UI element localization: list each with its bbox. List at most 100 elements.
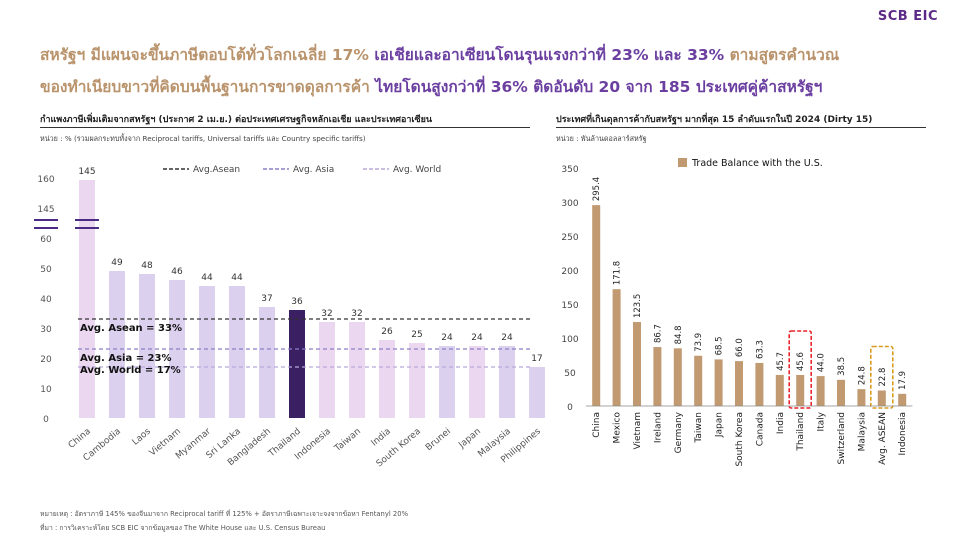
x-tick-label: Avg. ASEAN	[878, 412, 888, 465]
bars-group	[75, 180, 545, 418]
bar-avg-asean	[877, 390, 886, 406]
bar-ireland	[653, 347, 662, 406]
data-label: 86.7	[653, 324, 663, 343]
x-tick-label: Laos	[131, 426, 154, 447]
y-tick-label: 30	[40, 325, 52, 335]
y-axis-break-label: 145	[37, 205, 54, 215]
data-label: 145	[78, 167, 95, 177]
data-label: 44	[201, 273, 213, 283]
bar-taiwan	[694, 355, 703, 406]
bar-indonesia	[898, 393, 907, 406]
y-tick-label: 40	[40, 295, 52, 305]
x-tick-label: India	[370, 427, 393, 449]
y-tick-label: 250	[561, 233, 578, 243]
legend-swatch	[678, 158, 687, 167]
x-tick-label: Vietnam	[633, 412, 643, 450]
bar-indonesia	[319, 322, 335, 418]
legend-label: Avg. World	[393, 165, 441, 175]
x-tick-label: South Korea	[735, 412, 745, 467]
bar-brunei	[439, 346, 455, 418]
y-tick-label: 350	[561, 165, 578, 175]
x-tick-label: Italy	[817, 411, 827, 431]
left-title-rule	[40, 127, 530, 128]
bar-cambodia	[109, 271, 125, 418]
brand-logo: SCB EIC	[877, 9, 938, 24]
data-label: 73.9	[694, 333, 704, 352]
x-tick-label: Japan	[715, 412, 725, 438]
data-label: 295.4	[592, 177, 602, 201]
bar-japan	[714, 359, 723, 406]
bar-taiwan	[349, 322, 365, 418]
x-tick-label: Taiwan	[694, 412, 704, 444]
data-label: 26	[381, 327, 393, 337]
x-tick-label: China	[67, 427, 93, 451]
x-tick-label: Malaysia	[857, 412, 867, 451]
legend-label: Trade Balance with the U.S.	[691, 158, 823, 169]
y-tick-label: 60	[40, 235, 52, 245]
data-label: 24.8	[857, 366, 867, 385]
x-tick-label: Canada	[755, 412, 765, 446]
x-tick-label: Switzerland	[837, 412, 847, 465]
data-label: 17.9	[898, 371, 908, 390]
y-tick-label: 50	[40, 265, 52, 275]
y-tick-label: 100	[561, 335, 578, 345]
data-label: 24	[471, 333, 483, 343]
headline-part: ของทำเนียบขาวที่คิดบนพื้นฐานการขาดดุลการ…	[40, 78, 370, 96]
data-label: 84.8	[674, 325, 684, 344]
bar-south-korea	[735, 361, 743, 406]
bar-japan	[469, 346, 485, 418]
data-label: 68.5	[715, 336, 725, 355]
bar-sri-lanka	[229, 286, 245, 418]
left-chart-title: กำแพงภาษีเพิ่มเติมจากสหรัฐฯ (ประกาศ 2 เม…	[40, 115, 433, 125]
data-label: 44	[231, 273, 243, 283]
right-chart-title: ประเทศที่เกินดุลการค้ากับสหรัฐฯ มากที่สุ…	[556, 115, 873, 125]
data-label: 38.5	[837, 357, 847, 376]
data-label: 171.8	[613, 261, 623, 285]
data-label: 32	[351, 309, 362, 319]
data-label: 123.5	[633, 294, 643, 318]
y-tick-label: 0	[567, 403, 573, 413]
x-tick-label: Thailand	[796, 412, 806, 452]
y-tick-label: 0	[43, 415, 49, 425]
bar-mexico	[612, 289, 621, 406]
bar-malaysia	[857, 389, 866, 406]
bar-laos	[139, 274, 155, 418]
bar-china	[79, 180, 95, 418]
x-tick-label: Germany	[674, 411, 684, 453]
legend-label: Avg. Asia	[293, 165, 334, 175]
bar-india	[379, 340, 395, 418]
headline-line-1: สหรัฐฯ มีแผนจะขึ้นภาษีตอบโต้ทั่วโลกเฉลี่…	[40, 42, 940, 67]
bar-canada	[755, 362, 764, 406]
reference-line-label: Avg. Asia = 23%	[80, 353, 171, 364]
x-tick-label: Japan	[456, 427, 482, 451]
y-tick-label: 50	[564, 369, 576, 379]
tariff-bar-chart: 0102030405060160145145China49Cambodia48L…	[34, 165, 545, 469]
bar-china	[592, 205, 601, 406]
x-tick-label: China	[592, 412, 602, 438]
data-label: 49	[111, 258, 123, 268]
right-title-rule	[556, 127, 926, 128]
bar-india	[775, 374, 784, 406]
data-label: 44.0	[817, 353, 827, 372]
y-tick-label: 10	[40, 385, 52, 395]
headline-part: ไทยโดนสูงกว่าที่ 36% ติดอันดับ 20 จาก 18…	[375, 78, 823, 96]
bar-switzerland	[837, 379, 845, 406]
x-tick-label: Ireland	[653, 412, 663, 443]
bar-thailand	[289, 310, 305, 418]
bar-bangladesh	[259, 307, 275, 418]
data-label: 48	[141, 261, 153, 271]
x-tick-label: Taiwan	[332, 427, 363, 455]
headline-part: ตามสูตรคำนวณ	[729, 46, 840, 64]
data-label: 45.6	[796, 352, 806, 371]
data-label: 45.7	[776, 352, 786, 371]
data-label: 24	[441, 333, 453, 343]
bar-malaysia	[499, 346, 515, 418]
bar-philippines	[529, 367, 545, 418]
data-label: 36	[291, 297, 303, 307]
data-label: 63.3	[755, 340, 765, 359]
trade-balance-bar-chart: 0 50 100 150 200 250 300 350 Trade Balance with …	[561, 158, 913, 467]
bar-vietnam	[633, 322, 641, 406]
bar-germany	[673, 348, 682, 406]
data-label: 22.8	[878, 368, 888, 387]
headline-part: สหรัฐฯ มีแผนจะขึ้นภาษีตอบโต้ทั่วโลกเฉลี่…	[40, 46, 369, 64]
